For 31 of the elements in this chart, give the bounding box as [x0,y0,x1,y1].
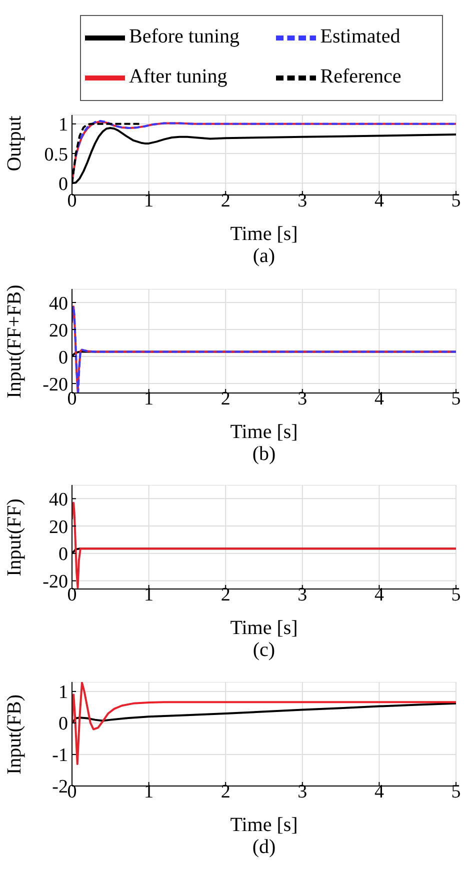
y-tick-label: -2 [52,776,68,798]
text: (b) [251,443,277,465]
x-axis-title: Time [s] [229,814,299,836]
y-tick-label: 40 [49,293,68,314]
y-axis-title: Output [4,115,26,171]
y-tick-label: 0 [58,174,68,195]
text: (c) [252,639,276,661]
y-tick-label: -20 [42,374,68,396]
y-axis-title: Input(FF+FB) [4,284,26,398]
y-tick-label: -1 [52,745,68,766]
y-axis-title: Input(FB) [4,694,26,774]
x-axis-title: Time [s] [229,421,299,443]
legend-label: After tuning [129,66,228,88]
x-axis-title: Time [s] [229,617,299,639]
y-tick-label: 0 [58,544,68,566]
legend-label: Before tuning [129,26,240,48]
y-tick-label: 0 [58,714,68,735]
y-tick-label: 0 [58,347,68,368]
y-tick-label: -20 [42,572,68,593]
y-tick-label: 0.5 [44,144,68,166]
y-tick-label: 1 [58,114,68,136]
legend-label: Estimated [320,26,400,48]
y-tick-label: 20 [49,320,68,342]
legend-label: Reference [320,66,402,88]
y-axis-title: Input(FF) [4,498,26,576]
x-axis-title: Time [s] [229,223,299,245]
y-tick-label: 20 [49,516,68,538]
text: (a) [252,245,276,267]
y-tick-label: 1 [58,682,68,704]
text: (d) [251,836,277,858]
y-tick-label: 40 [49,489,68,510]
